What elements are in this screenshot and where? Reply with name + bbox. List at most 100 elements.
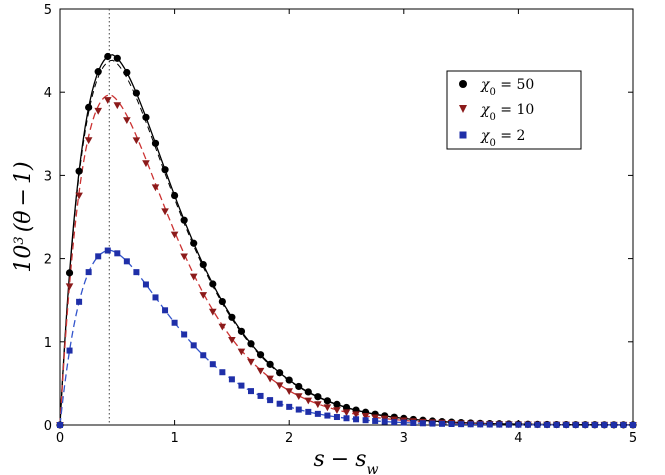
series-line-2 xyxy=(59,249,633,426)
plot-area: 0 1 2 3 4 5 0 1 2 3 4 5 xyxy=(44,3,637,446)
point-chi2 xyxy=(209,361,216,368)
point-chi50 xyxy=(333,400,341,408)
y-tick-label: 4 xyxy=(44,86,52,101)
data-markers xyxy=(56,52,637,429)
point-chi2 xyxy=(477,421,484,428)
point-chi10 xyxy=(180,253,188,261)
point-chi2 xyxy=(104,247,111,254)
point-chi50 xyxy=(94,68,102,76)
point-chi10 xyxy=(103,97,112,104)
point-chi50 xyxy=(256,351,265,359)
point-chi2 xyxy=(219,369,226,376)
legend-entry-chi10: χ0 = 10 xyxy=(459,102,534,123)
point-chi2 xyxy=(515,421,522,428)
point-chi10 xyxy=(94,107,102,115)
legend: χ0 = 50 χ0 = 10 χ0 = 2 xyxy=(446,70,582,150)
point-chi2 xyxy=(496,421,503,428)
point-chi2 xyxy=(524,421,531,428)
point-chi2 xyxy=(544,421,551,428)
point-chi2 xyxy=(286,403,293,410)
point-chi10 xyxy=(352,411,360,419)
y-tick-label: 0 xyxy=(44,419,52,434)
point-chi50 xyxy=(65,269,74,277)
point-chi2 xyxy=(343,415,350,422)
point-chi2 xyxy=(582,421,589,428)
point-chi2 xyxy=(601,421,608,428)
point-chi2 xyxy=(591,421,598,428)
x-tick-label: 5 xyxy=(629,431,637,446)
point-chi10 xyxy=(342,409,351,417)
y-tick-label: 1 xyxy=(44,336,52,351)
point-chi2 xyxy=(630,421,636,428)
point-chi2 xyxy=(190,342,197,349)
point-chi50 xyxy=(75,167,83,175)
point-chi10 xyxy=(294,393,303,401)
legend-entry-chi50: χ0 = 50 xyxy=(459,77,534,98)
point-chi2 xyxy=(267,397,274,404)
point-chi2 xyxy=(439,420,445,427)
point-chi10 xyxy=(218,323,227,331)
point-chi10 xyxy=(151,184,160,192)
point-chi2 xyxy=(114,250,121,257)
legend-box xyxy=(446,70,582,150)
point-chi2 xyxy=(57,422,63,428)
point-chi2 xyxy=(123,258,130,265)
x-tick-label: 2 xyxy=(285,431,293,446)
point-chi50 xyxy=(161,166,169,174)
point-chi50 xyxy=(276,369,284,377)
point-chi2 xyxy=(448,420,455,427)
point-chi2 xyxy=(362,417,369,424)
point-chi2 xyxy=(95,253,102,260)
point-chi2 xyxy=(295,406,302,413)
point-chi50 xyxy=(85,103,93,111)
point-chi50 xyxy=(342,403,351,412)
point-chi10 xyxy=(228,336,236,344)
point-chi50 xyxy=(151,139,160,147)
point-chi2 xyxy=(353,416,360,423)
point-chi50 xyxy=(295,382,303,391)
legend-marker-triangle xyxy=(459,105,467,113)
point-chi50 xyxy=(218,297,226,306)
point-chi2 xyxy=(458,421,465,428)
point-chi10 xyxy=(75,192,83,200)
point-chi2 xyxy=(152,294,159,301)
point-chi10 xyxy=(170,231,179,239)
point-chi50 xyxy=(132,89,140,97)
point-chi2 xyxy=(257,392,264,399)
point-chi2 xyxy=(505,421,512,428)
y-tick-label: 2 xyxy=(44,253,52,268)
point-chi50 xyxy=(237,327,246,335)
point-chi10 xyxy=(285,388,293,396)
point-chi50 xyxy=(247,340,255,348)
point-chi2 xyxy=(419,420,426,427)
point-chi2 xyxy=(534,421,541,428)
point-chi10 xyxy=(65,283,74,291)
point-chi10 xyxy=(333,407,341,414)
point-chi2 xyxy=(228,376,235,383)
plot-frame xyxy=(59,8,634,426)
point-chi2 xyxy=(238,382,245,389)
point-chi50 xyxy=(228,313,236,321)
point-chi50 xyxy=(104,52,112,61)
point-chi10 xyxy=(123,117,131,125)
point-chi2 xyxy=(324,412,331,419)
point-chi10 xyxy=(189,273,198,281)
point-chi50 xyxy=(199,260,207,269)
point-chi10 xyxy=(237,348,246,356)
point-chi2 xyxy=(85,269,92,276)
y-axis-label: 103(θ−1) xyxy=(11,161,36,272)
x-tick-label: 4 xyxy=(514,431,522,446)
point-chi10 xyxy=(142,160,150,168)
point-chi50 xyxy=(304,388,312,396)
point-chi2 xyxy=(181,331,188,338)
legend-label-chi10: χ0 = 10 xyxy=(480,102,534,123)
legend-marker-circle xyxy=(459,80,467,88)
point-chi50 xyxy=(190,239,198,247)
point-chi50 xyxy=(323,397,331,405)
point-chi2 xyxy=(563,421,570,428)
point-chi50 xyxy=(123,68,131,77)
point-chi50 xyxy=(171,191,179,200)
point-chi2 xyxy=(76,298,83,305)
point-chi10 xyxy=(199,292,208,299)
